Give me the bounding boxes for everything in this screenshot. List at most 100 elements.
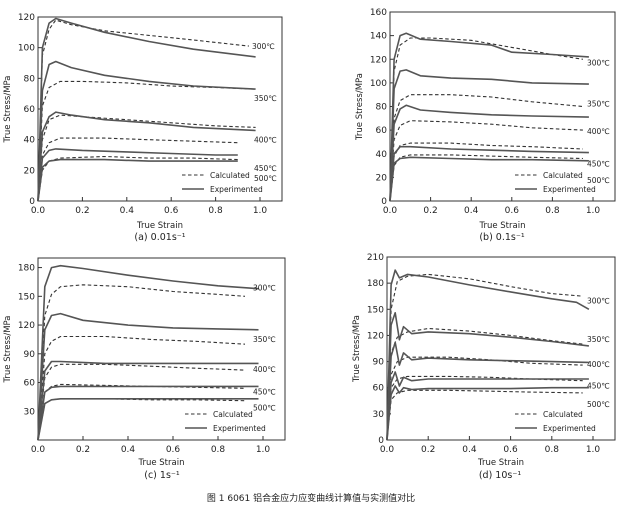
figure-caption: 图 1 6061 铝合金应力应变曲线计算值与实测值对比 <box>207 492 415 504</box>
temperature-label: 450℃ <box>587 382 610 391</box>
series-calculated-line <box>389 37 583 202</box>
y-tick-label: 210 <box>367 253 384 263</box>
y-tick-label: 100 <box>370 79 387 89</box>
y-tick-label: 120 <box>367 331 384 341</box>
series-experimented-line <box>389 69 589 202</box>
y-tick-label: 30 <box>373 410 385 420</box>
temperature-label: 300℃ <box>587 58 610 67</box>
series-calculated-line <box>37 363 246 441</box>
panel-caption: (b) 0.1s⁻¹ <box>479 232 525 243</box>
y-tick-label: 150 <box>367 305 384 315</box>
panel-caption: (a) 0.01s⁻¹ <box>134 232 185 243</box>
temperature-label: 500℃ <box>253 404 276 413</box>
x-tick-label: 0.8 <box>545 445 560 455</box>
panel-caption: (d) 10s⁻¹ <box>479 470 522 481</box>
x-tick-label: 0.8 <box>211 445 226 455</box>
y-tick-label: 30 <box>24 407 36 417</box>
x-tick-label: 1.0 <box>256 445 271 455</box>
series-calculated-line <box>37 80 256 202</box>
series-experimented-line <box>389 156 589 202</box>
x-tick-label: 0.2 <box>423 206 437 216</box>
y-tick-label: 0 <box>381 197 387 207</box>
y-tick-label: 140 <box>370 32 387 42</box>
x-tick-label: 0.8 <box>545 206 560 216</box>
series-calculated-line <box>37 284 246 441</box>
temperature-label: 500℃ <box>587 400 610 409</box>
x-tick-label: 0.2 <box>76 445 90 455</box>
legend-calculated-label: Calculated <box>213 410 253 419</box>
series-calculated-line <box>389 120 583 202</box>
series-experimented-line <box>37 264 259 441</box>
temperature-label: 450℃ <box>254 164 277 173</box>
x-tick-label: 0.2 <box>421 445 435 455</box>
y-tick-label: 90 <box>24 350 36 360</box>
x-tick-label: 0.4 <box>120 206 135 216</box>
y-tick-label: 0 <box>378 436 384 446</box>
y-tick-label: 60 <box>376 126 388 136</box>
y-axis-title: True Stress/MPa <box>355 73 365 141</box>
series-calculated-line <box>37 19 249 202</box>
x-tick-label: 0.0 <box>31 206 46 216</box>
x-tick-label: 0.6 <box>164 206 179 216</box>
series-experimented-line <box>37 360 259 441</box>
y-tick-label: 100 <box>18 44 35 54</box>
x-tick-label: 0.0 <box>31 445 46 455</box>
plot-frame <box>37 257 286 441</box>
y-axis-title: True Stress/MPa <box>3 315 13 383</box>
temperature-label: 300℃ <box>252 42 275 51</box>
panel-caption: (c) 1s⁻¹ <box>144 470 180 481</box>
x-tick-label: 0.0 <box>380 445 395 455</box>
legend-experimented-label: Experimented <box>213 424 266 433</box>
series-calculated-line <box>389 94 583 202</box>
series-experimented-line <box>386 269 590 441</box>
x-tick-label: 0.4 <box>462 445 477 455</box>
series-experimented-line <box>37 111 256 202</box>
y-tick-label: 0 <box>29 197 35 207</box>
y-axis-title: True Stress/MPa <box>3 75 13 143</box>
temperature-label: 400℃ <box>587 127 610 136</box>
temperature-label: 350℃ <box>253 335 276 344</box>
x-tick-label: 0.2 <box>75 206 89 216</box>
series-experimented-line <box>37 312 259 441</box>
series-experimented-line <box>37 148 238 202</box>
y-tick-label: 60 <box>373 384 385 394</box>
series-calculated-line <box>37 335 246 441</box>
temperature-label: 500℃ <box>587 176 610 185</box>
y-tick-label: 40 <box>24 136 36 146</box>
series-experimented-line <box>386 385 589 441</box>
y-tick-label: 180 <box>367 279 384 289</box>
y-tick-label: 80 <box>24 74 36 84</box>
y-tick-label: 120 <box>18 321 35 331</box>
legend-calculated-label: Calculated <box>543 410 583 419</box>
series-calculated-line <box>37 398 246 441</box>
series-experimented-line <box>37 158 238 202</box>
y-axis-title: True Stress/MPa <box>352 315 362 383</box>
y-tick-label: 60 <box>24 105 36 115</box>
x-axis-title: True Strain <box>136 221 183 231</box>
x-axis-title: True Strain <box>477 458 524 468</box>
temperature-label: 450℃ <box>587 160 610 169</box>
series-calculated-line <box>389 142 583 202</box>
temperature-label: 400℃ <box>254 135 277 144</box>
y-tick-label: 80 <box>376 103 388 113</box>
series-calculated-line <box>386 356 583 441</box>
series-calculated-line <box>386 389 583 441</box>
series-experimented-line <box>37 60 256 202</box>
legend-calculated-label: Calculated <box>543 171 583 180</box>
temperature-label: 450℃ <box>253 387 276 396</box>
legend-calculated-label: Calculated <box>210 171 250 180</box>
x-tick-label: 0.6 <box>503 445 518 455</box>
y-tick-label: 120 <box>18 13 35 23</box>
series-experimented-line <box>389 32 589 202</box>
temperature-label: 300℃ <box>253 283 276 292</box>
x-axis-title: True Strain <box>479 221 526 231</box>
x-tick-label: 0.6 <box>166 445 181 455</box>
series-calculated-line <box>386 273 583 441</box>
series-calculated-line <box>37 155 238 202</box>
y-tick-label: 60 <box>24 379 36 389</box>
x-axis-title: True Strain <box>138 458 185 468</box>
temperature-label: 400℃ <box>253 365 276 374</box>
series-experimented-line <box>37 17 256 202</box>
temperature-label: 500℃ <box>254 174 277 183</box>
